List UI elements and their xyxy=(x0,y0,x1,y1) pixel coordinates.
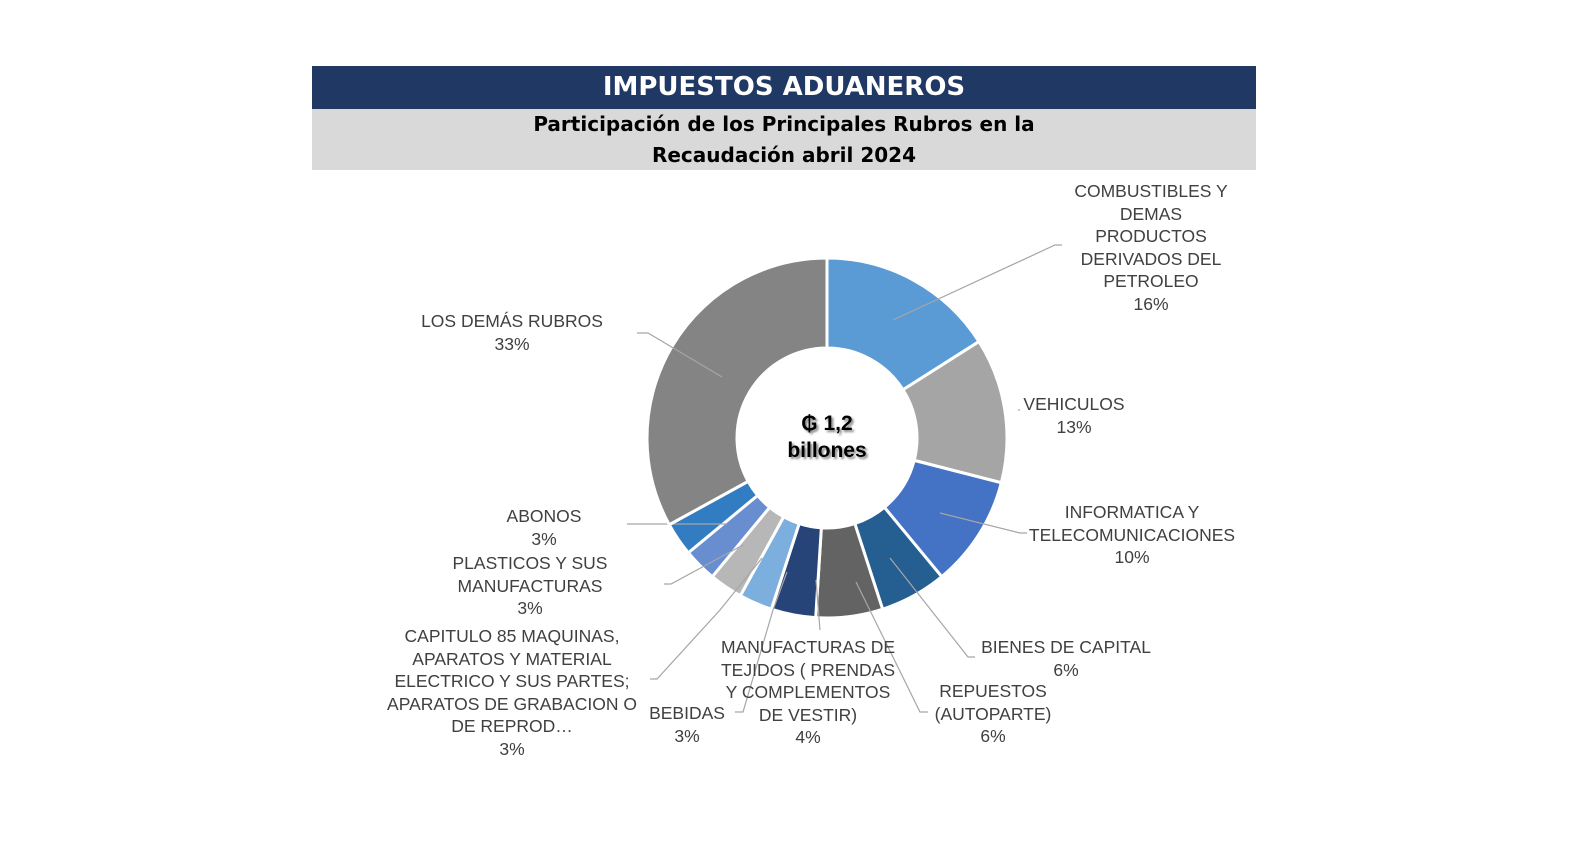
data-label: PLASTICOS Y SUS MANUFACTURAS 3% xyxy=(453,552,608,620)
data-label-value: 3% xyxy=(531,528,557,549)
center-total: ₲ 1,2 billones xyxy=(787,410,866,464)
center-amount: ₲ 1,2 xyxy=(801,412,853,435)
data-label-category: BIENES DE CAPITAL xyxy=(981,637,1151,657)
data-label: MANUFACTURAS DE TEJIDOS ( PRENDAS Y COMPLE… xyxy=(721,636,895,749)
data-label-category: INFORMATICA Y TELECOMUNICACIONES xyxy=(1028,502,1236,545)
data-label-category: ABONOS xyxy=(506,506,582,526)
data-label-value: 16% xyxy=(1133,293,1169,314)
data-label-value: 4% xyxy=(795,727,821,747)
data-label-value: 10% xyxy=(1114,547,1150,567)
data-label: VEHICULOS 13% xyxy=(1023,393,1124,438)
leader-line xyxy=(664,544,744,585)
data-label: COMBUSTIBLES Y DEMAS PRODUCTOS DERIVADOS DE… xyxy=(1074,180,1227,315)
donut-slice xyxy=(825,256,982,392)
donut-slice xyxy=(645,256,829,527)
data-label-value: 13% xyxy=(1056,416,1092,437)
leader-line xyxy=(735,571,788,713)
data-label-value: 3% xyxy=(674,725,700,746)
data-label-category: CAPITULO 85 MAQUINAS, APARATOS Y MATERIAL… xyxy=(387,626,637,736)
data-label: LOS DEMÁS RUBROS 33% xyxy=(421,310,603,355)
data-label-category: COMBUSTIBLES Y DEMAS PRODUCTOS DERIVADOS DE… xyxy=(1074,181,1228,291)
chart-subtitle: Participación de los Principales Rubros … xyxy=(312,109,1256,170)
data-label-value: 3% xyxy=(517,598,543,618)
data-label-value: 3% xyxy=(499,738,525,759)
data-label-category: REPUESTOS (AUTOPARTE) xyxy=(934,681,1052,724)
leader-line xyxy=(637,332,723,378)
leader-line xyxy=(889,557,975,658)
data-label-category: LOS DEMÁS RUBROS xyxy=(421,311,603,331)
leader-line xyxy=(650,557,763,680)
data-label-value: 6% xyxy=(1053,659,1079,680)
chart-header: IMPUESTOS ADUANEROS xyxy=(312,66,1256,109)
data-label: CAPITULO 85 MAQUINAS, APARATOS Y MATERIAL… xyxy=(387,625,637,760)
data-label-category: VEHICULOS xyxy=(1023,394,1125,414)
data-label-value: 33% xyxy=(494,333,530,354)
leader-line xyxy=(939,512,1027,534)
data-label: ABONOS 3% xyxy=(507,505,582,550)
data-label-category: BEBIDAS xyxy=(649,703,725,723)
data-label: REPUESTOS (AUTOPARTE) 6% xyxy=(935,680,1052,748)
data-label-category: MANUFACTURAS DE TEJIDOS ( PRENDAS Y COMPLE… xyxy=(720,637,896,725)
data-label: INFORMATICA Y TELECOMUNICACIONES 10% xyxy=(1029,501,1235,569)
center-unit: billones xyxy=(787,439,867,462)
leader-line xyxy=(892,244,1062,321)
subtitle-line-1: Participación de los Principales Rubros … xyxy=(533,112,1035,136)
data-label-value: 6% xyxy=(980,726,1006,746)
leader-line xyxy=(855,581,928,713)
data-label: BEBIDAS 3% xyxy=(649,702,725,747)
data-label: BIENES DE CAPITAL 6% xyxy=(981,636,1151,681)
leader-line xyxy=(815,579,821,631)
data-label-category: PLASTICOS Y SUS MANUFACTURAS xyxy=(452,553,608,596)
subtitle-line-2: Recaudación abril 2024 xyxy=(651,143,917,167)
